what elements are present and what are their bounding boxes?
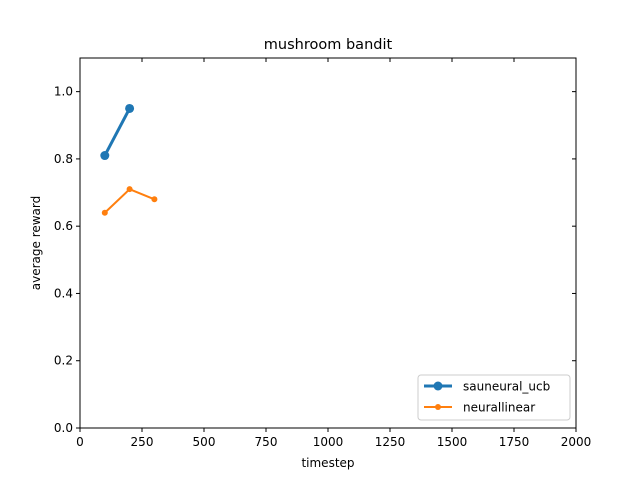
y-tick-label: 0.8 [54, 152, 73, 166]
x-axis-label: timestep [301, 456, 354, 470]
legend-label: sauneural_ucb [463, 380, 550, 394]
x-tick-label: 1500 [437, 435, 468, 449]
legend-box [417, 374, 571, 421]
legend-marker-sauneural_ucb [433, 381, 443, 391]
data-point-sauneural_ucb [100, 151, 110, 161]
x-tick-label: 750 [255, 435, 278, 449]
series-line-sauneural_ucb [103, 107, 131, 157]
x-tick-label: 1250 [375, 435, 406, 449]
y-tick-label: 0.6 [54, 219, 73, 233]
legend: sauneural_ucb neurallinear [417, 374, 571, 421]
y-tick-label: 0.0 [54, 421, 73, 435]
data-point-neurallinear [126, 186, 133, 193]
plot-area [100, 103, 158, 216]
x-axis-ticks: 0 250 500 750 1000 1250 1500 1750 2000 [76, 58, 591, 449]
y-tick-label: 0.2 [54, 354, 73, 368]
y-tick-label: 1.0 [54, 85, 73, 99]
legend-label: neurallinear [463, 401, 535, 415]
legend-marker-neurallinear [435, 404, 441, 410]
series-line-neurallinear [104, 188, 155, 214]
y-axis-ticks: 0.0 0.2 0.4 0.6 0.8 1.0 [54, 85, 576, 435]
plot-frame [79, 57, 577, 429]
data-point-neurallinear [151, 196, 158, 203]
x-tick-label: 1750 [499, 435, 530, 449]
y-tick-label: 0.4 [54, 286, 73, 300]
data-point-sauneural_ucb [125, 103, 135, 113]
x-tick-label: 2000 [561, 435, 592, 449]
data-point-neurallinear [101, 209, 108, 216]
x-tick-label: 1000 [313, 435, 344, 449]
chart-title: mushroom bandit [264, 37, 393, 53]
x-tick-label: 0 [76, 435, 84, 449]
x-tick-label: 500 [193, 435, 216, 449]
series-layer [100, 103, 158, 216]
y-axis-label: average reward [29, 196, 43, 291]
x-tick-label: 250 [131, 435, 154, 449]
